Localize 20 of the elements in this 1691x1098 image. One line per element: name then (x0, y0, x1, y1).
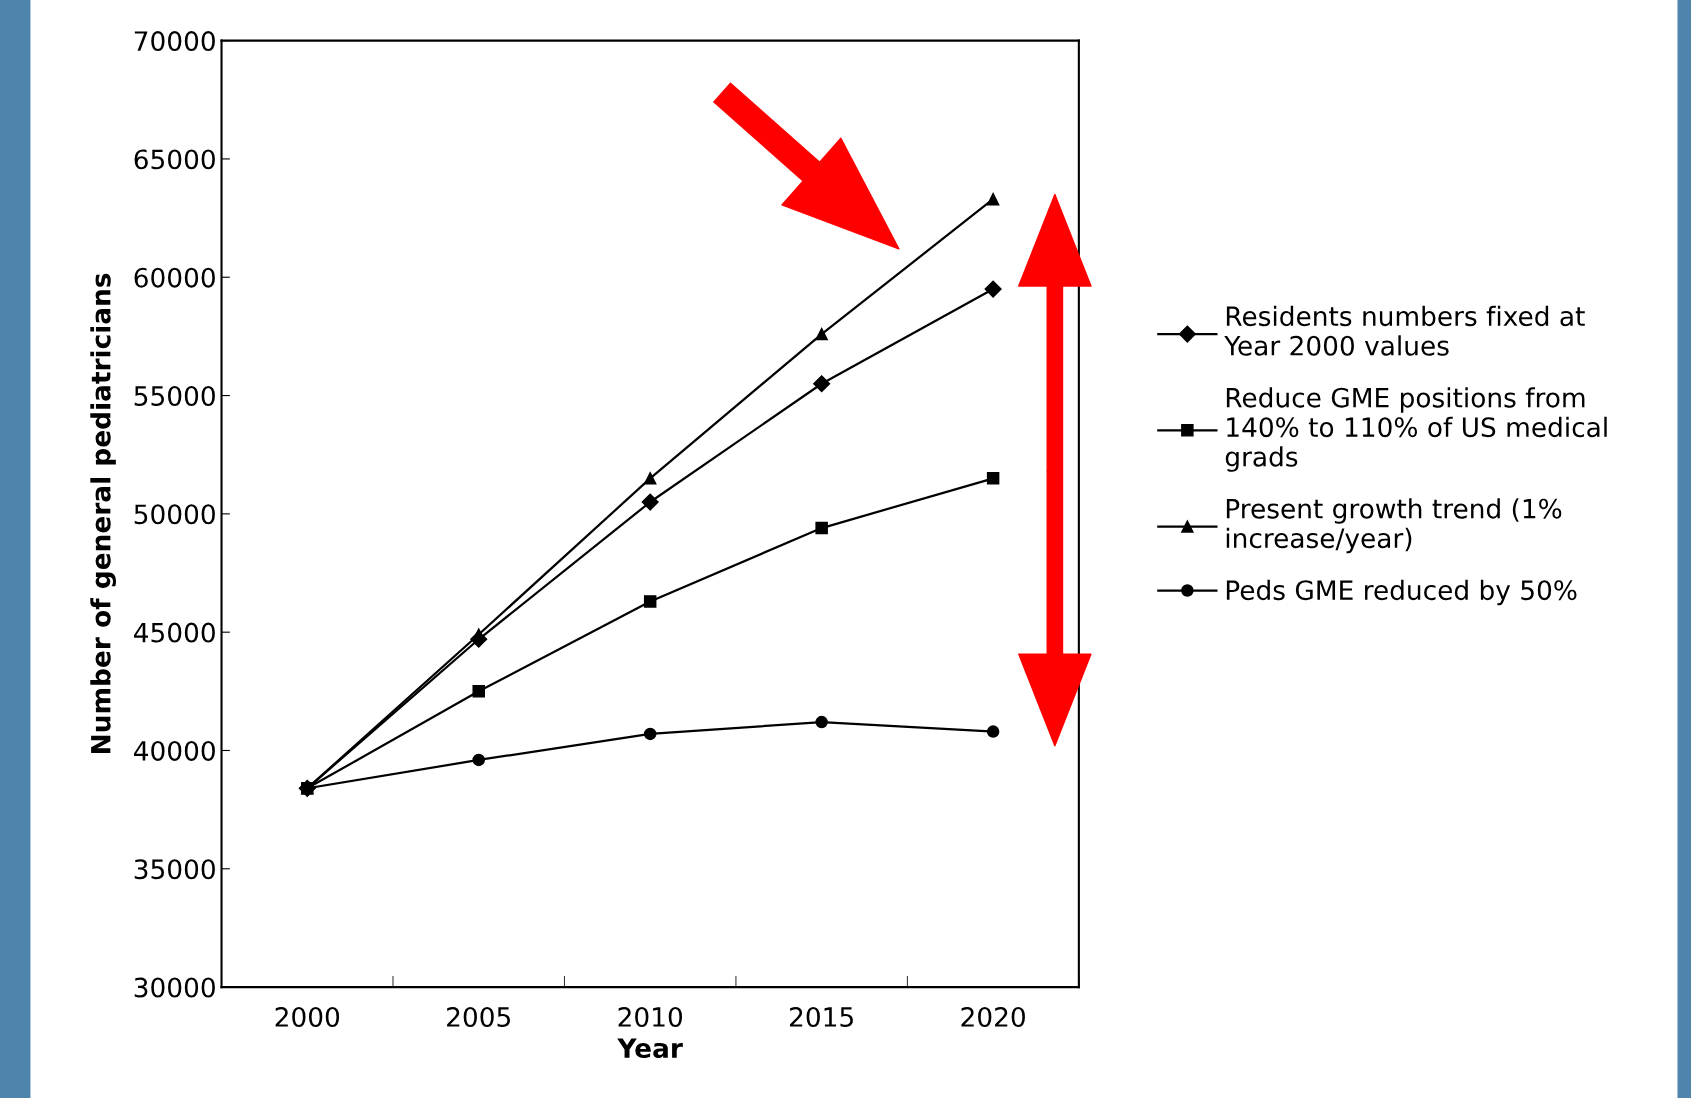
x-tick-label: 2020 (961, 1007, 1025, 1027)
x-tick-label: 2005 (447, 1007, 510, 1027)
y-tick-label: 55000 (134, 385, 215, 406)
x-axis-title: Year (617, 1038, 683, 1059)
y-tick-label: 40000 (134, 740, 215, 761)
y-tick-label: 30000 (134, 977, 215, 998)
y-tick-label: 65000 (134, 149, 215, 170)
legend-label: Reduce GME positions from 140% to 110% of US medical grads (1225, 387, 1607, 472)
legend-label: Peds GME reduced by 50% (1226, 579, 1577, 606)
x-tick-label: 2000 (275, 1007, 340, 1027)
y-tick-label: 45000 (134, 622, 215, 643)
y-tick-label: 50000 (134, 504, 215, 525)
y-tick-label: 70000 (134, 31, 215, 52)
x-tick-label: 2010 (618, 1007, 683, 1027)
y-axis-title: Number of general pediatricians (90, 273, 117, 753)
x-tick-label: 2015 (790, 1007, 853, 1027)
legend-label: Present growth trend (1% increase/year) (1226, 498, 1562, 554)
legend-label: Residents numbers fixed at Year 2000 values (1224, 305, 1585, 356)
y-tick-label: 60000 (134, 267, 215, 288)
y-tick-label: 35000 (134, 859, 215, 880)
